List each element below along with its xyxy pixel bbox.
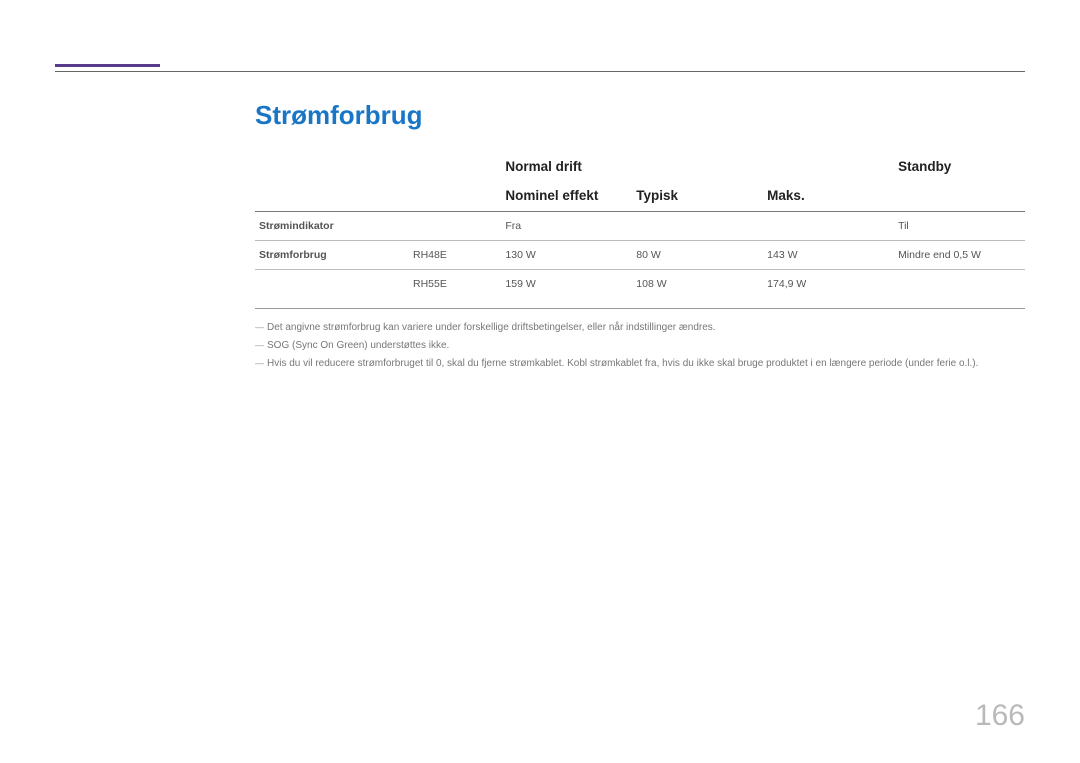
col-standby: Standby: [894, 155, 1025, 182]
cell-nominel-1: 130 W: [501, 241, 632, 270]
cell-standby-2: [894, 270, 1025, 299]
cell-indicator-til: Til: [894, 212, 1025, 241]
accent-bar: [55, 64, 160, 67]
cell-indicator-fra: Fra: [501, 212, 894, 241]
row-indicator: Strømindikator Fra Til: [255, 212, 1025, 241]
cell-model-2: RH55E: [409, 270, 501, 299]
footnote-3: Hvis du vil reducere strømforbruget til …: [255, 355, 1025, 373]
footnote-2: SOG (Sync On Green) understøttes ikke.: [255, 337, 1025, 355]
power-table: Normal drift Standby Nominel effekt Typi…: [255, 155, 1025, 298]
content-area: Strømforbrug Normal drift Standby Nomine…: [255, 100, 1025, 373]
footnote-1: Det angivne strømforbrug kan variere und…: [255, 319, 1025, 337]
cell-nominel-2: 159 W: [501, 270, 632, 299]
row-label-indicator: Strømindikator: [255, 212, 409, 241]
header-row-1: Normal drift Standby: [255, 155, 1025, 182]
row-label-power: Strømforbrug: [255, 241, 409, 270]
top-rule: [55, 71, 1025, 72]
col-maks: Maks.: [763, 182, 894, 212]
page-number: 166: [975, 699, 1025, 733]
cell-typisk-1: 80 W: [632, 241, 763, 270]
cell-maks-1: 143 W: [763, 241, 894, 270]
page: Strømforbrug Normal drift Standby Nomine…: [0, 0, 1080, 763]
cell-typisk-2: 108 W: [632, 270, 763, 299]
row-power-1: Strømforbrug RH48E 130 W 80 W 143 W Mind…: [255, 241, 1025, 270]
col-nominel: Nominel effekt: [501, 182, 632, 212]
cell-maks-2: 174,9 W: [763, 270, 894, 299]
cell-model-1: RH48E: [409, 241, 501, 270]
footnotes: Det angivne strømforbrug kan variere und…: [255, 308, 1025, 373]
section-title: Strømforbrug: [255, 100, 1025, 131]
row-power-2: RH55E 159 W 108 W 174,9 W: [255, 270, 1025, 299]
cell-standby-1: Mindre end 0,5 W: [894, 241, 1025, 270]
col-normal-drift: Normal drift: [501, 155, 894, 182]
col-typisk: Typisk: [632, 182, 763, 212]
header-row-2: Nominel effekt Typisk Maks.: [255, 182, 1025, 212]
